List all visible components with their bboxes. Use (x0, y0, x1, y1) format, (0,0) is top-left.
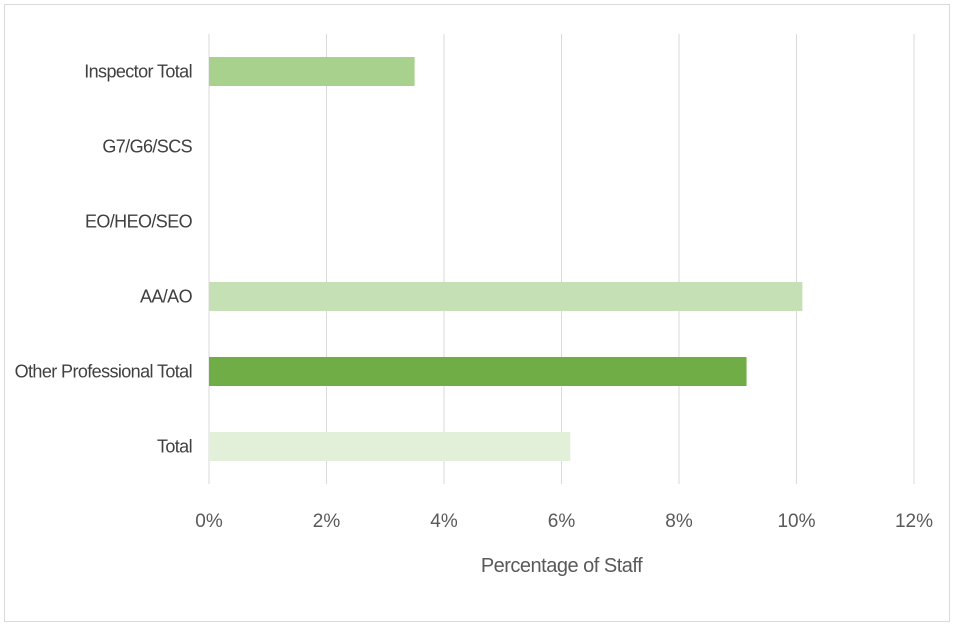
x-tick-labels: 0% 2% 4% 6% 8% 10% 12% (195, 511, 933, 532)
x-tick-label: 0% (195, 511, 223, 532)
category-label: Other Professional Total (15, 362, 192, 382)
bars (209, 57, 803, 461)
category-label: Inspector Total (84, 62, 192, 82)
bar (209, 57, 415, 86)
bar (209, 432, 571, 461)
bar (209, 357, 747, 386)
category-label: G7/G6/SCS (102, 137, 192, 157)
x-tick-label: 10% (777, 511, 815, 532)
x-axis-title: Percentage of Staff (481, 555, 643, 577)
x-tick-label: 8% (665, 511, 693, 532)
category-label: Total (157, 437, 192, 457)
gridlines (208, 34, 915, 484)
x-tick-label: 12% (895, 511, 933, 532)
x-tick-label: 4% (430, 511, 458, 532)
bar (209, 282, 803, 311)
category-label: AA/AO (140, 287, 193, 307)
x-tick-label: 6% (548, 511, 576, 532)
category-labels: Inspector Total G7/G6/SCS EO/HEO/SEO AA/AO O… (15, 62, 194, 457)
category-label: EO/HEO/SEO (85, 212, 193, 232)
x-tick-label: 2% (313, 511, 341, 532)
chart-frame (4, 4, 950, 622)
